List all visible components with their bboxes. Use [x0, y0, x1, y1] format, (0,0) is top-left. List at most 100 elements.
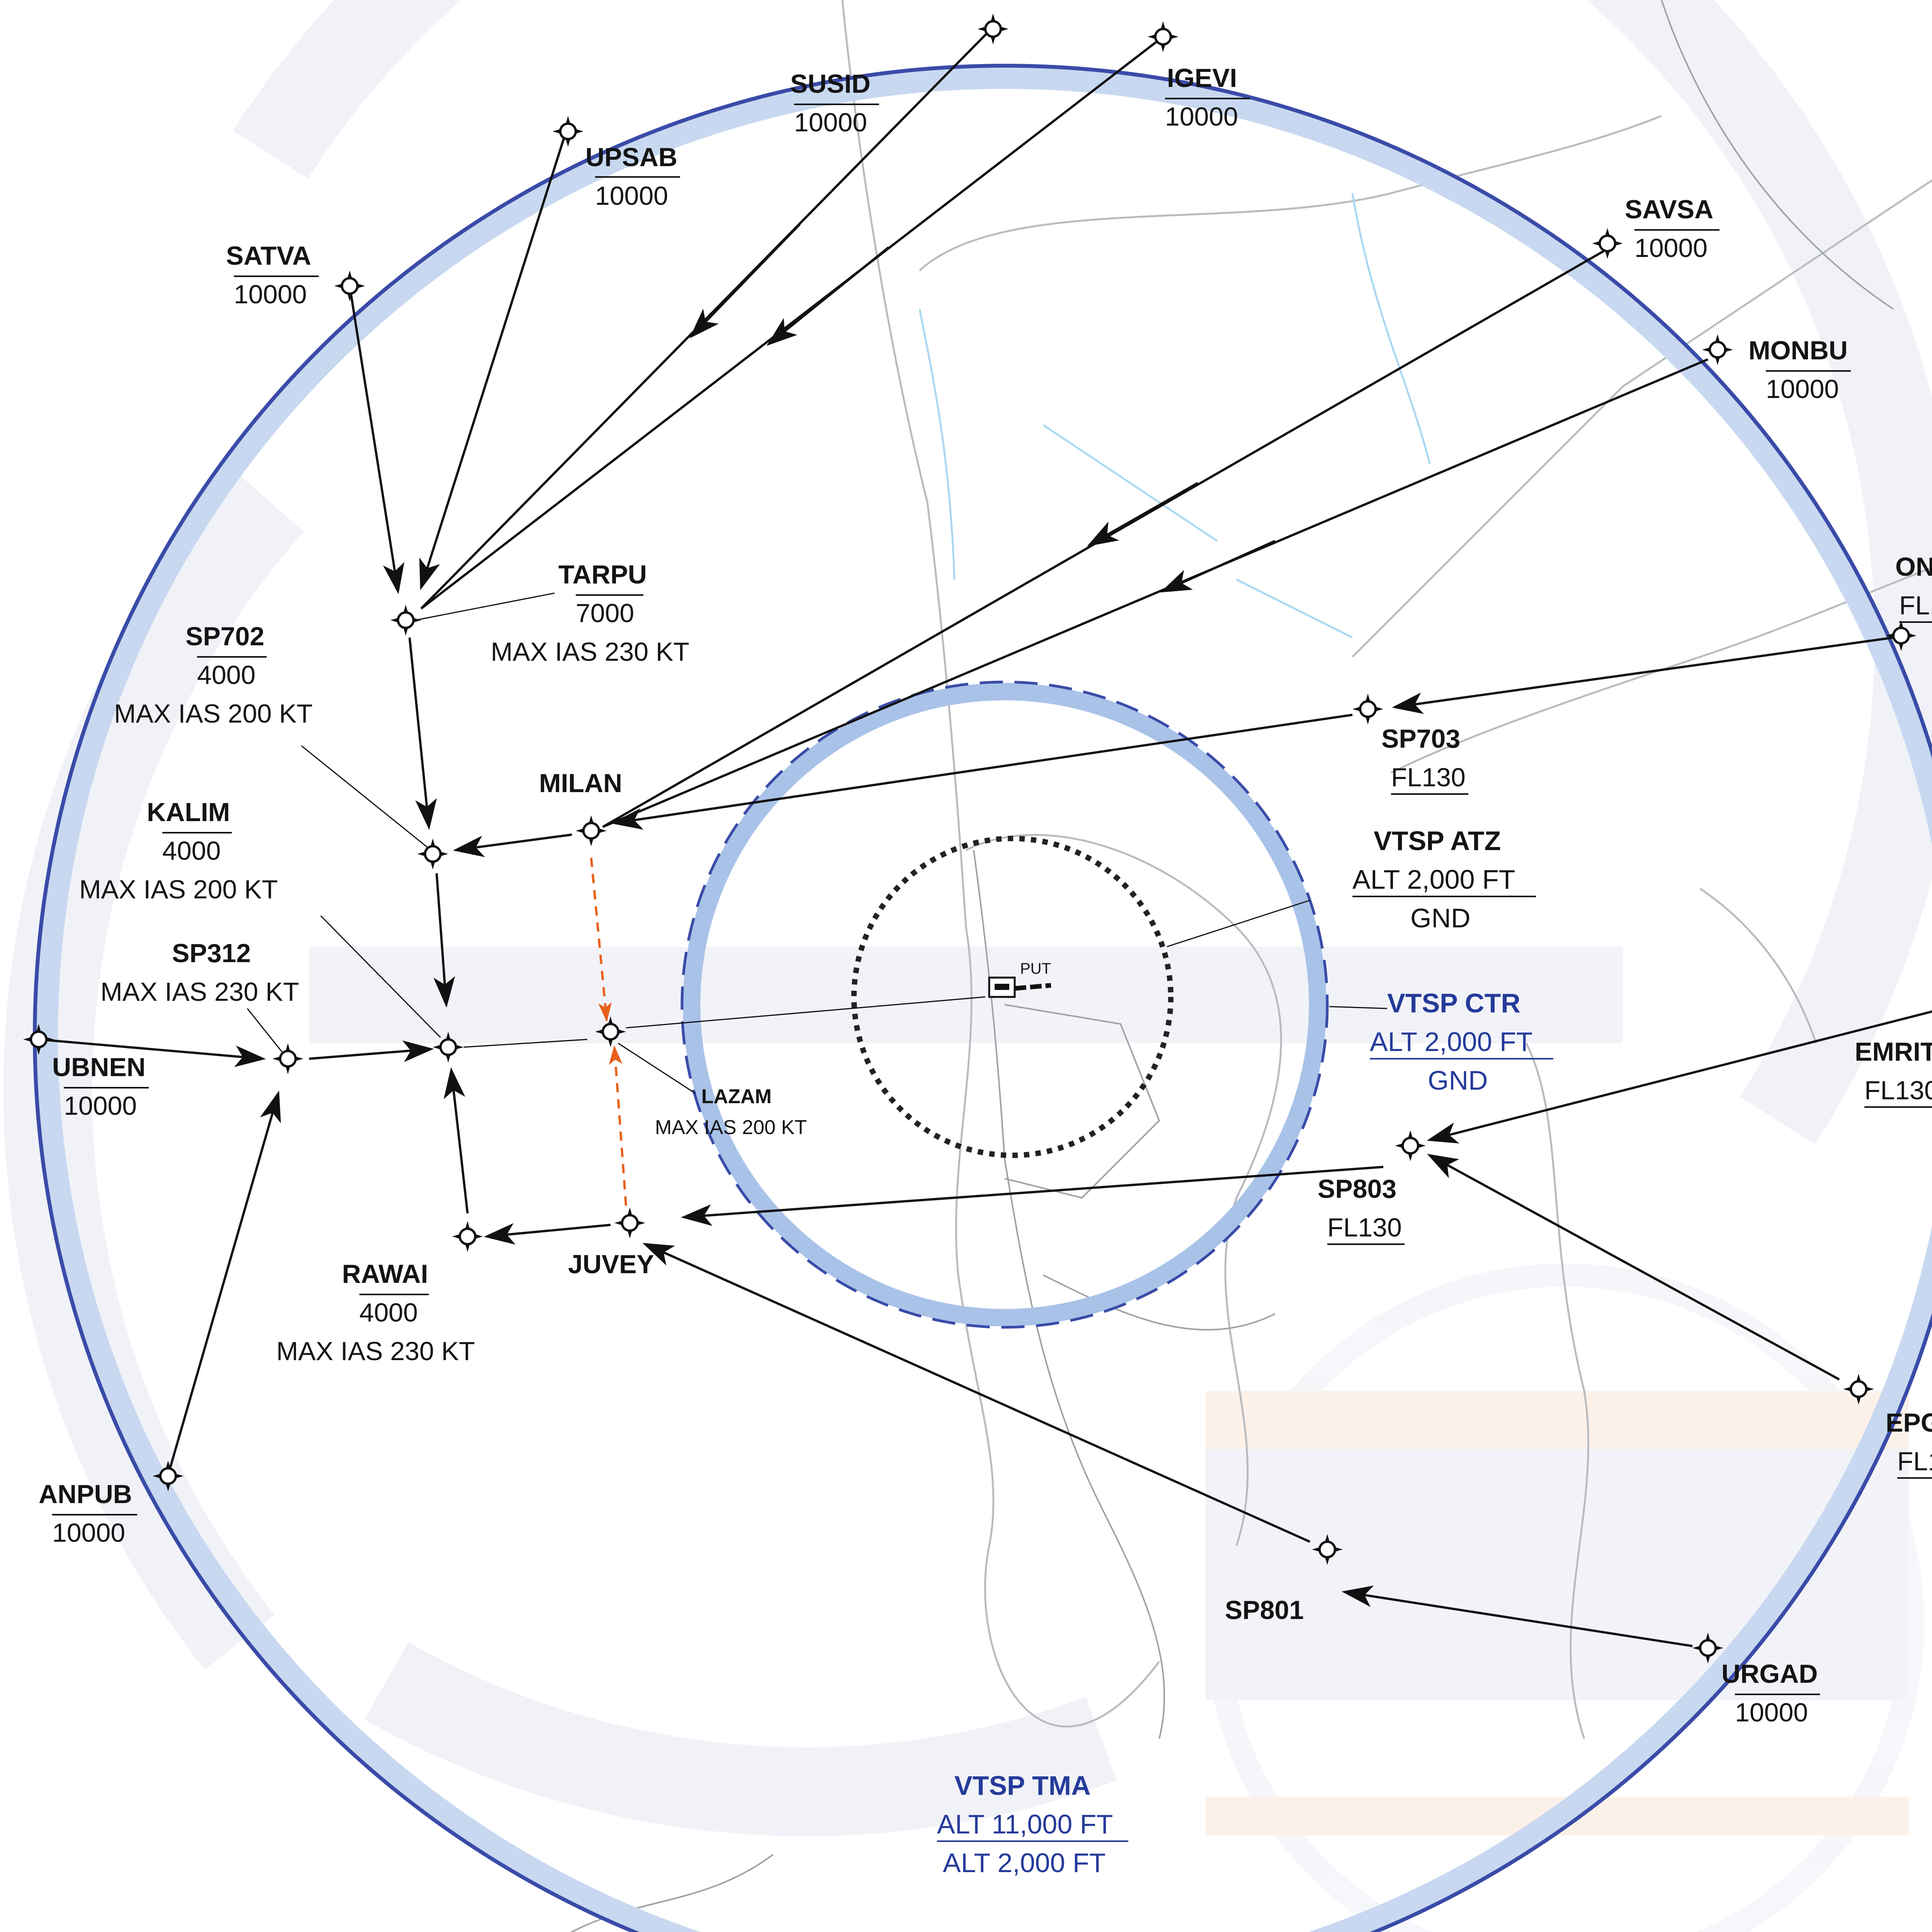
route-oneti-sp703 [1392, 636, 1894, 714]
atz-upper: ALT 2,000 FT [1352, 864, 1515, 895]
fix-alt-susid: 10000 [794, 108, 867, 137]
leader-lines [247, 592, 1388, 1094]
fix-speed-rawai: MAX IAS 230 KT [276, 1337, 475, 1366]
route-igevi-tarpu [420, 36, 1164, 610]
fix-alt-anpub: 10000 [52, 1518, 125, 1548]
fix-alt-epgot: FL130 [1897, 1447, 1932, 1476]
fix-name-urgad: URGAD [1721, 1659, 1818, 1689]
tma-lower: ALT 2,000 FT [943, 1848, 1106, 1878]
tma-name: VTSP TMA [954, 1770, 1091, 1801]
route-milan-kalim [453, 833, 572, 857]
route-upsab-tarpu [419, 131, 567, 590]
fix-name-upsab: UPSAB [585, 143, 677, 172]
route-rawai-lazam [444, 1067, 469, 1214]
route-monbu-arrow [1160, 540, 1276, 593]
airspace-labels: VTSP ATZ ALT 2,000 FT GND VTSP CTR ALT 2… [937, 826, 1553, 1878]
fix-name-ubnen: UBNEN [52, 1053, 146, 1082]
fix-alt-emrit: FL130 [1864, 1076, 1932, 1105]
fix-alt-oneti: FL130 [1899, 591, 1932, 620]
ctr-name: VTSP CTR [1387, 988, 1520, 1018]
fix-alt-savsa: 10000 [1634, 233, 1708, 263]
fix-name-sp803: SP803 [1318, 1174, 1396, 1204]
tma-upper: ALT 11,000 FT [937, 1809, 1113, 1839]
fix-alt-upsab: 10000 [595, 181, 668, 211]
route-sp803-juvey [681, 1166, 1384, 1226]
transition-milan-lazam [590, 857, 612, 1022]
route-anpub-sp312 [169, 1090, 281, 1469]
fix-alt-monbu: 10000 [1766, 374, 1839, 404]
fix-alt-sp703: FL130 [1391, 763, 1466, 792]
watermark [3, 0, 1932, 1932]
route-epgot-sp803 [1427, 1154, 1840, 1381]
coastline [841, 0, 1932, 1739]
route-sp703-milan [611, 714, 1353, 830]
route-ubnen-sp312 [38, 1038, 266, 1067]
fix-labels: UPSAB 10000 SUSID 10000 IGEVI 10000 SATV… [39, 63, 1932, 1727]
fix-name-sp312: SP312 [172, 939, 251, 968]
atz-name: VTSP ATZ [1374, 826, 1501, 856]
routes [38, 26, 1932, 1647]
route-sp312-lazam [309, 1040, 434, 1062]
route-satva-tarpu [349, 286, 405, 594]
river-network [918, 193, 1431, 639]
fix-name-satva: SATVA [226, 241, 311, 270]
fix-marker-susid[interactable] [978, 14, 1009, 44]
fix-name-lazam: LAZAM [701, 1085, 772, 1108]
fix-alt-igevi: 10000 [1165, 102, 1238, 131]
fix-speed-tarpu: MAX IAS 230 KT [491, 637, 689, 667]
fix-name-sp801: SP801 [1225, 1595, 1304, 1625]
atz-boundary [851, 836, 1173, 1158]
transition-juvey-lazam [609, 1045, 627, 1206]
route-kalim-lazam-main [433, 873, 455, 1008]
fix-name-savsa: SAVSA [1625, 195, 1713, 224]
fix-name-kalim: KALIM [147, 798, 230, 827]
fix-name-monbu: MONBU [1748, 336, 1848, 365]
fix-name-milan: MILAN [539, 769, 622, 798]
fix-alt-sp702: 4000 [197, 660, 255, 690]
fix-name-tarpu: TARPU [558, 560, 647, 589]
fix-name-emrit: EMRIT [1855, 1037, 1932, 1066]
ctr-boundary [680, 680, 1329, 1329]
route-juvey-rawai [484, 1223, 611, 1245]
ctr-lower: GND [1428, 1065, 1488, 1095]
route-emrit-sp803 [1427, 1010, 1932, 1144]
fix-marker-rawai[interactable] [452, 1221, 483, 1252]
airport: PUT [988, 960, 1051, 998]
fix-alt-rawai: 4000 [359, 1298, 418, 1327]
route-savsa-arrow [1087, 482, 1199, 546]
fix-marker-sp703[interactable] [1352, 694, 1383, 724]
route-tarpu-kalim [408, 637, 437, 830]
fix-alt-urgad: 10000 [1735, 1698, 1808, 1727]
fix-marker-sp803[interactable] [1395, 1130, 1426, 1161]
fix-name-oneti: ONETI [1895, 552, 1932, 582]
fix-name-juvey: JUVEY [568, 1250, 654, 1279]
fix-alt-satva: 10000 [234, 280, 307, 309]
fix-name-susid: SUSID [790, 69, 871, 99]
fix-alt-ubnen: 10000 [64, 1091, 137, 1121]
fix-marker-igevi[interactable] [1148, 21, 1179, 52]
fix-marker-juvey[interactable] [614, 1208, 645, 1238]
route-monbu-milan [602, 358, 1709, 828]
fix-marker-sp312[interactable] [272, 1043, 303, 1074]
route-kalim-lazam-link [463, 1039, 588, 1048]
fix-speed-sp312: MAX IAS 230 KT [100, 977, 299, 1007]
fix-marker-satva[interactable] [334, 270, 365, 301]
fix-name-epgot: EPGOT [1886, 1408, 1932, 1437]
fix-alt-kalim: 4000 [162, 836, 221, 866]
fix-speed-lazam: MAX IAS 200 KT [655, 1116, 807, 1139]
route-susid-arrow [689, 223, 801, 338]
fix-alt-sp803: FL130 [1327, 1213, 1402, 1242]
fix-speed-kalim: MAX IAS 200 KT [79, 875, 278, 904]
route-lazam-airport [626, 996, 986, 1029]
route-urgad-sp801 [1342, 1585, 1693, 1647]
atz-lower: GND [1410, 903, 1471, 933]
fix-marker-milan[interactable] [576, 815, 607, 846]
ctr-upper: ALT 2,000 FT [1370, 1027, 1533, 1057]
fix-marker-upsab[interactable] [553, 116, 583, 147]
fix-name-igevi: IGEVI [1167, 63, 1237, 93]
fix-name-rawai: RAWAI [342, 1259, 428, 1289]
fix-name-sp702: SP702 [185, 622, 264, 651]
fix-marker-tarpu[interactable] [390, 605, 421, 636]
fix-alt-tarpu: 7000 [576, 599, 634, 628]
